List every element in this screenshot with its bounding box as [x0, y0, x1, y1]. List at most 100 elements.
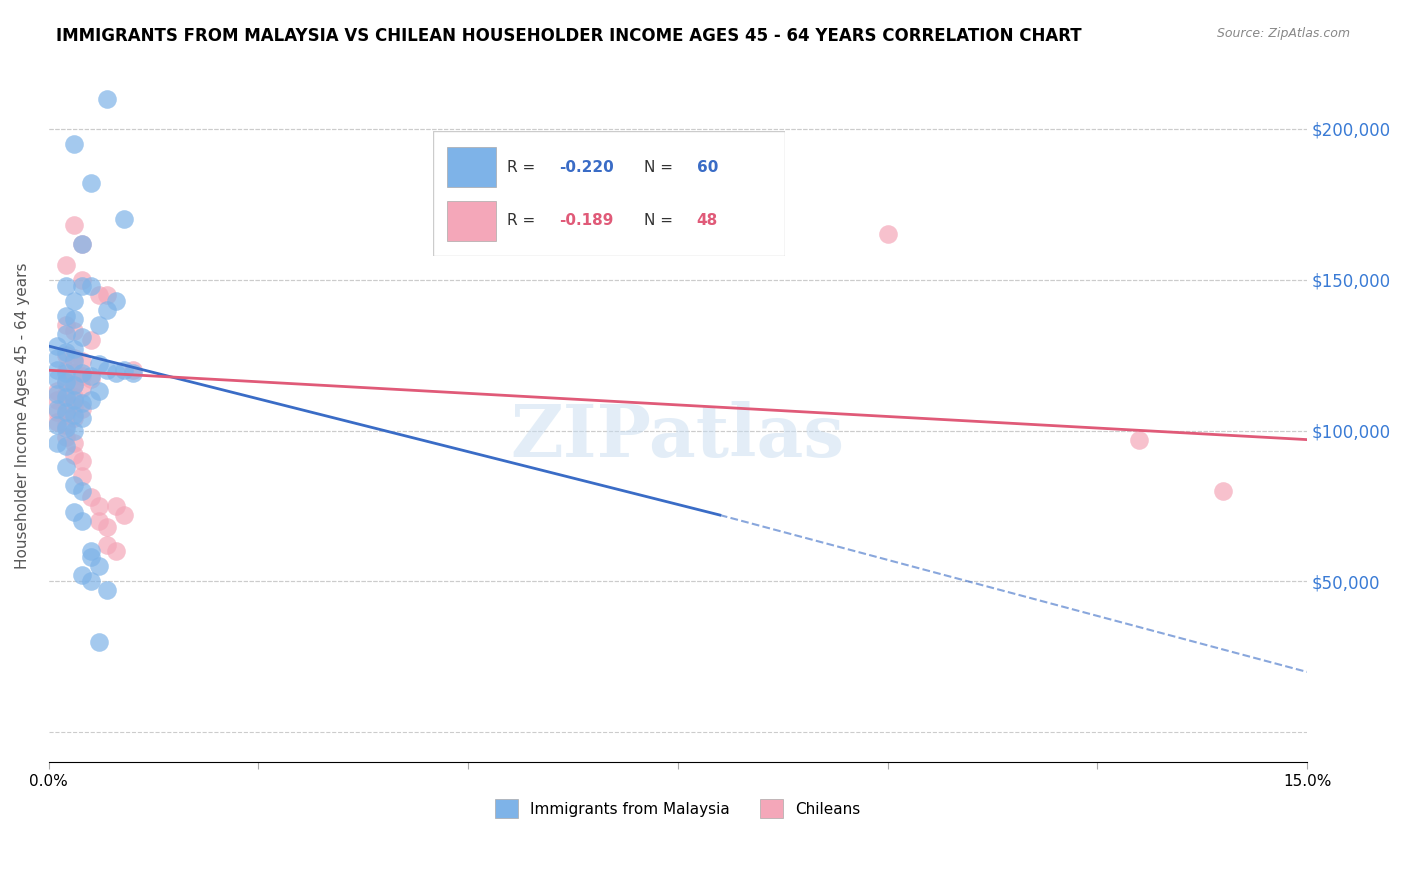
Point — [72, 468, 94, 483]
Point — [55, 396, 77, 410]
Point — [104, 544, 127, 558]
Point — [72, 454, 94, 468]
Point — [87, 287, 110, 301]
Point — [63, 411, 86, 425]
Point — [121, 366, 143, 380]
Point — [55, 417, 77, 432]
Point — [876, 227, 898, 242]
Point — [46, 339, 69, 353]
Point — [63, 342, 86, 356]
Point — [63, 435, 86, 450]
Point — [55, 429, 77, 443]
Point — [72, 236, 94, 251]
Point — [63, 354, 86, 368]
Point — [72, 381, 94, 395]
Point — [63, 136, 86, 151]
Point — [55, 439, 77, 453]
Point — [46, 351, 69, 366]
Point — [96, 92, 118, 106]
Point — [55, 420, 77, 434]
Point — [72, 354, 94, 368]
Point — [104, 293, 127, 308]
Point — [46, 384, 69, 399]
Point — [87, 357, 110, 371]
Point — [63, 219, 86, 233]
Point — [112, 212, 135, 227]
Point — [72, 278, 94, 293]
Point — [96, 520, 118, 534]
Point — [63, 400, 86, 414]
Point — [87, 514, 110, 528]
Point — [87, 559, 110, 574]
Point — [63, 378, 86, 392]
Point — [80, 544, 103, 558]
Point — [55, 459, 77, 474]
Point — [55, 345, 77, 359]
Point — [72, 273, 94, 287]
Point — [80, 490, 103, 504]
Point — [96, 287, 118, 301]
Point — [72, 411, 94, 425]
Point — [55, 387, 77, 401]
Point — [80, 550, 103, 565]
Point — [96, 583, 118, 598]
Point — [1128, 433, 1150, 447]
Point — [112, 363, 135, 377]
Point — [55, 278, 77, 293]
Point — [55, 390, 77, 404]
Point — [55, 258, 77, 272]
Point — [46, 415, 69, 429]
Text: ZIPatlas: ZIPatlas — [510, 401, 845, 472]
Legend: Immigrants from Malaysia, Chileans: Immigrants from Malaysia, Chileans — [489, 793, 868, 824]
Point — [63, 366, 86, 380]
Point — [63, 424, 86, 438]
Point — [63, 409, 86, 423]
Point — [55, 409, 77, 423]
Point — [55, 326, 77, 341]
Y-axis label: Householder Income Ages 45 - 64 years: Householder Income Ages 45 - 64 years — [15, 262, 30, 569]
Point — [72, 396, 94, 410]
Point — [112, 508, 135, 522]
Point — [96, 302, 118, 317]
Point — [63, 448, 86, 462]
Point — [46, 363, 69, 377]
Point — [46, 372, 69, 386]
Point — [63, 378, 86, 392]
Point — [46, 405, 69, 419]
Point — [72, 236, 94, 251]
Text: IMMIGRANTS FROM MALAYSIA VS CHILEAN HOUSEHOLDER INCOME AGES 45 - 64 YEARS CORREL: IMMIGRANTS FROM MALAYSIA VS CHILEAN HOUS… — [56, 27, 1081, 45]
Point — [87, 384, 110, 399]
Point — [80, 574, 103, 589]
Point — [72, 514, 94, 528]
Point — [104, 366, 127, 380]
Point — [87, 318, 110, 332]
Point — [55, 363, 77, 377]
Point — [72, 402, 94, 417]
Point — [55, 366, 77, 380]
Point — [46, 417, 69, 432]
Point — [96, 363, 118, 377]
Point — [72, 366, 94, 380]
Point — [63, 312, 86, 326]
Point — [55, 309, 77, 323]
Point — [87, 634, 110, 648]
Point — [63, 293, 86, 308]
Point — [55, 376, 77, 390]
Point — [121, 363, 143, 377]
Point — [63, 505, 86, 519]
Point — [80, 372, 103, 386]
Point — [63, 478, 86, 492]
Point — [80, 333, 103, 347]
Point — [104, 499, 127, 513]
Point — [63, 393, 86, 408]
Point — [72, 330, 94, 344]
Point — [87, 499, 110, 513]
Point — [80, 393, 103, 408]
Point — [63, 390, 86, 404]
Point — [46, 402, 69, 417]
Point — [55, 376, 77, 390]
Point — [63, 351, 86, 366]
Point — [63, 324, 86, 338]
Point — [46, 393, 69, 408]
Point — [96, 538, 118, 552]
